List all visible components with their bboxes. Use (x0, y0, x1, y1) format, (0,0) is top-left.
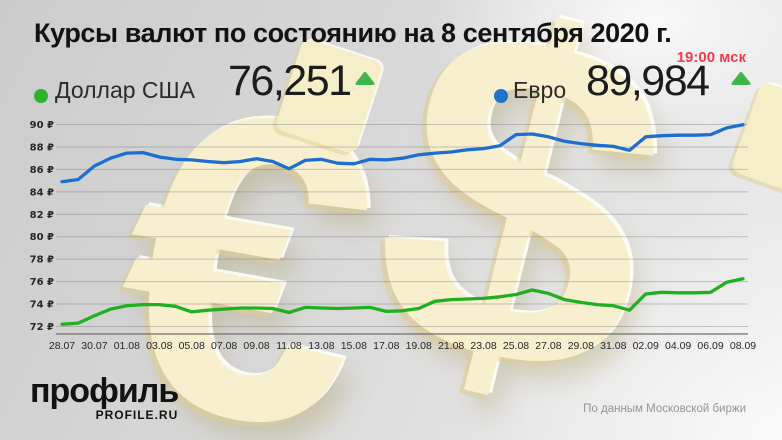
y-axis-tick-label: 78 ₽ (30, 255, 54, 266)
x-axis-tick-label: 30.07 (81, 340, 107, 352)
usd-legend-dot-icon (34, 89, 48, 103)
y-axis-tick-label: 84 ₽ (30, 187, 54, 198)
y-axis-tick-label: 80 ₽ (30, 232, 54, 243)
x-axis-tick-label: 08.09 (730, 340, 756, 352)
publisher-logo-wordmark: профиль (30, 372, 179, 410)
eur-trend-up-icon (731, 72, 751, 85)
timestamp-label: 19:00 мск (676, 49, 746, 66)
gold-shape-decoration (729, 80, 782, 195)
usd-legend-label: Доллар США (55, 77, 195, 103)
y-axis-tick-label: 72 ₽ (30, 322, 54, 333)
usd-trend-up-icon (355, 72, 375, 85)
x-axis-tick-label: 06.09 (697, 340, 723, 352)
y-axis-tick-label: 76 ₽ (30, 277, 54, 288)
y-axis-tick-label: 86 ₽ (30, 165, 54, 176)
data-source-note: По данным Московской биржи (583, 403, 746, 415)
publisher-logo-url: PROFILE.RU (95, 408, 179, 422)
eur-legend-label: Евро (513, 77, 567, 103)
y-axis-tick-label: 74 ₽ (30, 300, 54, 311)
page-title: Курсы валют по состоянию на 8 сентября 2… (34, 18, 672, 48)
eur-legend-dot-icon (494, 89, 508, 103)
usd-rate-value: 76,251 (228, 57, 352, 105)
y-axis-tick-label: 82 ₽ (30, 210, 54, 221)
x-axis-tick-label: 04.09 (665, 340, 691, 352)
y-axis-tick-label: 90 ₽ (30, 120, 54, 131)
publisher-logo: профиль PROFILE.RU (30, 372, 179, 422)
eur-rate-value: 89,984 (586, 57, 710, 105)
x-axis-tick-label: 28.07 (49, 340, 75, 352)
y-axis-tick-label: 88 ₽ (30, 142, 54, 153)
x-axis-tick-label: 02.09 (633, 340, 659, 352)
